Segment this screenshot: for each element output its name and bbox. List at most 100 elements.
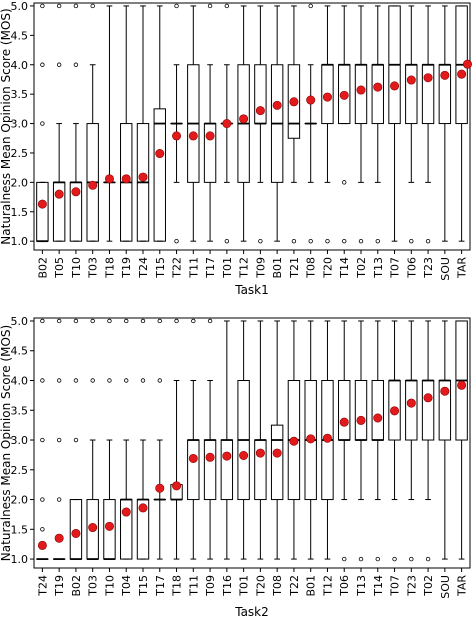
box-t20	[254, 320, 267, 560]
outlier-point	[140, 318, 146, 324]
y-tick-label: 3.5	[11, 88, 29, 101]
x-tick-label-t02: T02	[422, 575, 435, 597]
outlier-point	[224, 238, 230, 244]
box-t14	[338, 5, 351, 244]
box-t15	[136, 318, 150, 560]
outlier-point	[207, 318, 213, 324]
box-rect	[153, 108, 166, 242]
box-rect	[220, 439, 234, 501]
x-tick-label-t10: T10	[103, 575, 116, 597]
mean-marker	[373, 413, 383, 423]
outlier-point	[73, 437, 79, 443]
box-b02	[36, 3, 49, 243]
box-t18	[103, 5, 116, 242]
mean-marker	[121, 507, 131, 517]
mean-marker	[222, 451, 232, 461]
box-t08	[304, 3, 317, 244]
outlier-point	[40, 497, 45, 502]
outlier-point	[107, 318, 112, 324]
mean-marker	[205, 452, 215, 462]
mean-marker	[172, 131, 182, 141]
outlier-point	[174, 3, 179, 9]
outlier-point	[425, 238, 431, 244]
mean-marker	[188, 131, 198, 141]
x-tick-label-tar: TAR	[456, 575, 469, 597]
y-tick-label: 3.0	[11, 118, 29, 131]
mean-marker	[222, 119, 232, 129]
box-t15	[153, 5, 166, 242]
outlier-point	[56, 378, 62, 383]
outlier-point	[291, 238, 297, 244]
y-tick-label: 4.5	[11, 29, 29, 42]
mean-marker	[440, 386, 450, 396]
y-tick-label: 5.0	[11, 315, 29, 328]
outlier-point	[56, 437, 62, 443]
outlier-point	[40, 378, 45, 383]
x-tick-label-t13: T13	[372, 257, 385, 279]
x-tick-label-t12: T12	[321, 575, 334, 597]
outlier-point	[56, 3, 62, 9]
outlier-point	[56, 497, 62, 502]
box-t19	[52, 318, 66, 560]
box-t04	[120, 318, 133, 560]
mean-marker	[423, 393, 433, 403]
box-rect	[421, 380, 435, 441]
x-tick-label-sou: SOU	[439, 575, 452, 599]
x-axis-title: Task2	[234, 605, 269, 619]
x-tick-label-t05: T05	[53, 257, 66, 279]
outlier-point	[157, 378, 162, 383]
mean-marker	[272, 100, 282, 110]
box-b01	[270, 5, 284, 242]
x-tick-label-t09: T09	[254, 257, 267, 279]
x-tick-label-t10: T10	[70, 257, 83, 279]
x-tick-label-b02: B02	[70, 575, 83, 597]
box-rect	[371, 64, 384, 125]
x-tick-label-t02: T02	[355, 257, 368, 279]
box-t09	[254, 5, 267, 244]
mean-marker	[138, 503, 148, 513]
x-tick-label-t23: T23	[405, 575, 418, 597]
box-rect	[270, 424, 284, 501]
x-tick-label-t21: T21	[288, 257, 301, 279]
mean-marker	[406, 398, 416, 408]
box-t02	[354, 5, 368, 244]
mean-marker	[356, 85, 366, 95]
outlier-point	[308, 3, 313, 9]
box-t23	[405, 320, 418, 562]
box-t08	[270, 320, 284, 560]
mean-marker	[462, 59, 472, 69]
box-t14	[371, 320, 384, 562]
outlier-point	[124, 318, 129, 324]
x-tick-label-t11: T11	[187, 257, 200, 279]
outlier-point	[392, 556, 397, 562]
x-tick-label-t22: T22	[288, 575, 301, 597]
x-tick-label-t13: T13	[355, 575, 368, 597]
outlier-point	[124, 378, 129, 383]
box-b02	[69, 318, 83, 560]
mean-marker	[172, 481, 182, 491]
x-tick-label-t22: T22	[171, 257, 184, 279]
y-tick-label: 2.0	[11, 176, 29, 189]
box-t11	[187, 318, 200, 560]
mean-marker	[188, 453, 198, 463]
mean-marker	[289, 436, 299, 446]
x-tick-label-t19: T19	[53, 575, 66, 597]
mean-marker	[289, 97, 299, 107]
outlier-point	[107, 378, 112, 383]
outlier-point	[409, 556, 414, 562]
outlier-point	[157, 318, 162, 324]
outlier-point	[325, 238, 330, 244]
mean-marker	[440, 70, 450, 80]
x-tick-label-t15: T15	[137, 575, 150, 597]
x-tick-label-t20: T20	[321, 257, 334, 279]
outlier-point	[409, 238, 414, 244]
x-tick-label-t18: T18	[103, 257, 116, 279]
box-t17	[203, 3, 217, 242]
mean-marker	[322, 433, 332, 443]
box-t07	[388, 5, 401, 242]
box-rect	[354, 380, 368, 441]
box-t06	[405, 5, 418, 244]
box-rect	[287, 64, 301, 139]
outlier-point	[425, 556, 431, 562]
